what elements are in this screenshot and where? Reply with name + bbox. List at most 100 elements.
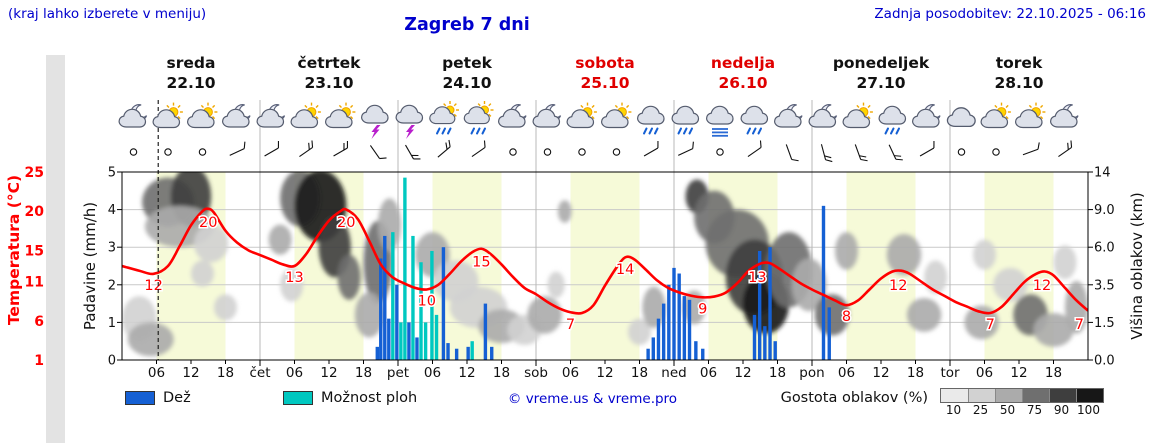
- cloud-blob: [835, 232, 858, 270]
- x-tick-label: sob: [524, 365, 548, 381]
- sun-cloud-icon: [152, 102, 183, 129]
- wind-barb-icon: [333, 141, 349, 157]
- density-cell: [968, 389, 995, 402]
- rain-icon: [636, 105, 665, 135]
- wind-calm-icon: [716, 148, 724, 156]
- x-tick-label: 18: [631, 365, 648, 381]
- wind-barb-icon: [678, 141, 694, 156]
- storm-icon: [395, 104, 424, 139]
- wind-calm-icon: [129, 148, 138, 156]
- wind-calm-icon: [198, 148, 207, 156]
- temp-tick-label: 11: [25, 275, 44, 291]
- x-tick-label: 06: [700, 365, 717, 381]
- copyright-link[interactable]: © vreme.us & vreme.pro: [507, 391, 678, 407]
- day-name: nedelja: [711, 54, 775, 72]
- temp-point-label: 20: [337, 215, 355, 231]
- moon-cloud-icon: [808, 104, 838, 128]
- storm-icon: [360, 104, 389, 139]
- rain-bar: [656, 318, 661, 360]
- cloud-blob: [924, 260, 948, 295]
- shower-bar: [411, 235, 415, 360]
- wind-calm-icon: [957, 148, 966, 156]
- temp-tick-label: 25: [25, 165, 44, 181]
- temp-point-label: 8: [842, 309, 851, 325]
- cloud-blob: [547, 271, 565, 298]
- x-tick-label: 18: [355, 365, 372, 381]
- temp-point-label: 7: [986, 317, 995, 333]
- x-tick-label: 18: [493, 365, 510, 381]
- temp-point-label: 13: [285, 270, 303, 286]
- rain-bar: [682, 296, 687, 360]
- shower-bar: [391, 232, 395, 360]
- shower-bar: [399, 322, 403, 360]
- cloud-blob: [268, 224, 292, 255]
- rain-bar: [441, 247, 446, 360]
- cloud-blob: [886, 234, 922, 276]
- temp-point-label: 7: [1075, 317, 1084, 333]
- cloud-blob: [527, 296, 562, 334]
- cloud-blob: [337, 254, 361, 300]
- x-tick-label: 18: [217, 365, 234, 381]
- cloudheight-tick-label: 9.0: [1094, 203, 1115, 218]
- rain-bar: [821, 205, 826, 360]
- density-tick-label: 10: [945, 403, 962, 417]
- rain-bar: [768, 247, 772, 360]
- sun-cloud-icon: [566, 102, 597, 129]
- x-tick-label: 18: [769, 365, 786, 381]
- weather-icons-row: [118, 101, 1079, 139]
- sun-rain-icon: [429, 101, 459, 135]
- rain-bar: [375, 346, 379, 360]
- wind-barb-icon: [919, 141, 935, 157]
- x-tick-label: 06: [562, 365, 579, 381]
- x-tick-label: tor: [940, 365, 960, 381]
- temp-point-label: 14: [616, 262, 634, 278]
- temperature-labels: 12 20 13 20 10 15 7 14 9 13 8 12 7 12 7: [143, 214, 1086, 335]
- x-tick-label: 06: [838, 365, 855, 381]
- cloud-blob: [628, 318, 651, 345]
- cloud-blob: [214, 294, 237, 321]
- temp-point-label: 7: [566, 317, 575, 333]
- density-cell: [1076, 389, 1103, 402]
- wind-barb-icon: [264, 141, 280, 157]
- temp-tick-label: 6: [34, 314, 44, 330]
- cloud-icon: [946, 107, 976, 128]
- cloud-blob: [642, 286, 666, 329]
- sun-rain-icon: [463, 101, 494, 135]
- rain-bar: [383, 235, 387, 360]
- rain-bar: [651, 337, 655, 360]
- wind-barb-icon: [643, 141, 659, 157]
- sun-cloud-icon: [290, 102, 321, 129]
- shower-bar: [423, 322, 428, 360]
- shower-bar: [430, 250, 434, 360]
- wind-barb-icon: [854, 144, 868, 162]
- density-tick-label: 25: [972, 403, 989, 417]
- rain-bar: [407, 322, 411, 360]
- density-tick-label: 90: [1053, 403, 1070, 417]
- wind-calm-icon: [992, 148, 1000, 156]
- rain-bar: [701, 348, 705, 360]
- cloud-blob: [377, 198, 401, 251]
- rain-bar: [672, 267, 676, 360]
- temp-point-label: 13: [748, 270, 766, 286]
- temp-tick-label: 1: [34, 353, 44, 369]
- x-tick-label: 06: [286, 365, 303, 381]
- rain-icon: [878, 105, 907, 135]
- rain-bar: [677, 273, 681, 360]
- cloud-blob: [993, 267, 1028, 302]
- sun-cloud-icon: [980, 102, 1011, 129]
- rain-bar: [387, 318, 391, 360]
- rain-bar: [415, 337, 419, 360]
- rain-bar: [763, 326, 767, 360]
- day-name: torek: [996, 54, 1043, 72]
- day-name: petek: [442, 54, 493, 72]
- shower-bars: [391, 177, 474, 360]
- day-date: 25.10: [580, 74, 629, 92]
- density-tick-label: 75: [1026, 403, 1043, 417]
- wind-row: [129, 139, 1073, 163]
- rain-bar: [661, 303, 666, 360]
- temp-point-label: 20: [199, 215, 217, 231]
- x-tick-label: 12: [1010, 365, 1027, 381]
- rain-bar: [646, 348, 650, 360]
